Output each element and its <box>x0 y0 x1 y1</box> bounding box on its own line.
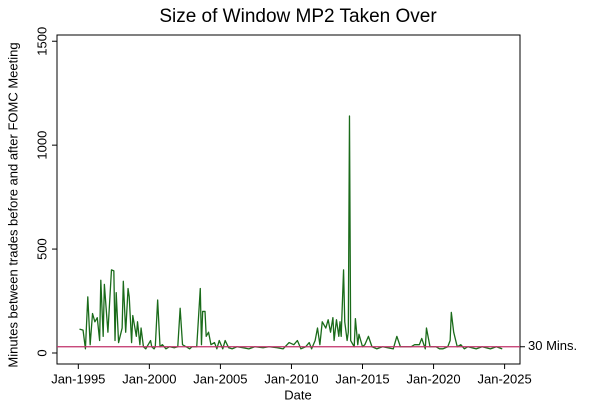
x-tick-label: Jan-2005 <box>193 371 247 386</box>
x-tick-label: Jan-2020 <box>406 371 460 386</box>
x-tick-label: Jan-1995 <box>51 371 105 386</box>
y-tick-label: 1500 <box>34 27 49 56</box>
data-line <box>79 115 503 350</box>
y-tick-label: 0 <box>34 349 49 356</box>
y-tick-label: 1000 <box>34 131 49 160</box>
plot-frame <box>56 34 521 365</box>
x-tick-label: Jan-2015 <box>335 371 389 386</box>
y-axis-label: Minutes between trades before and after … <box>5 42 20 367</box>
x-tick-label: Jan-2010 <box>264 371 318 386</box>
x-tick-label: Jan-2025 <box>477 371 531 386</box>
x-axis-label: Date <box>284 387 311 402</box>
chart-title: Size of Window MP2 Taken Over <box>159 6 437 27</box>
y-tick-label: 500 <box>34 238 49 260</box>
x-tick-label: Jan-2000 <box>122 371 176 386</box>
reference-label: 30 Mins. <box>528 338 577 353</box>
